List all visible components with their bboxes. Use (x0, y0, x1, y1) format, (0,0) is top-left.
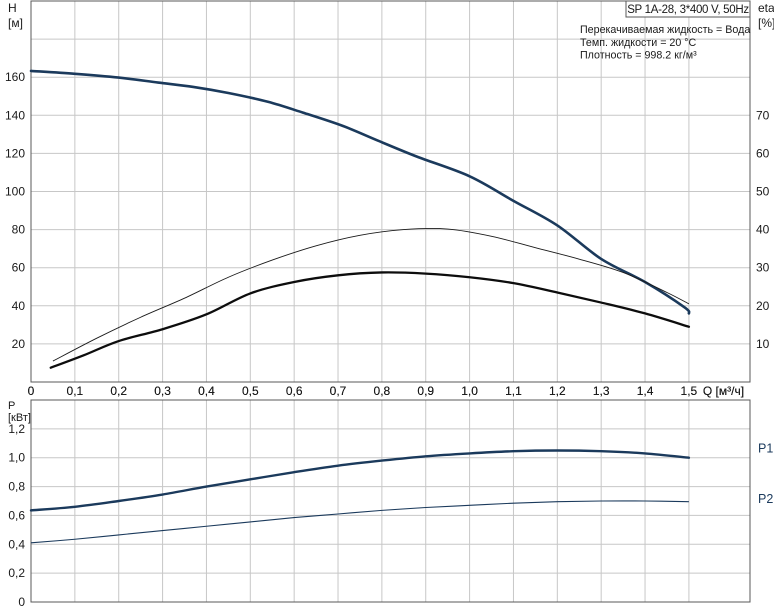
svg-text:H: H (8, 1, 17, 15)
svg-text:SP 1A-28, 3*400 V, 50Hz: SP 1A-28, 3*400 V, 50Hz (627, 4, 749, 16)
svg-text:0,1: 0,1 (67, 384, 84, 398)
svg-text:0,4: 0,4 (8, 537, 25, 551)
svg-text:30: 30 (756, 261, 770, 275)
svg-text:Плотность = 998.2 кг/м³: Плотность = 998.2 кг/м³ (580, 50, 697, 62)
svg-text:0,7: 0,7 (330, 384, 347, 398)
svg-text:100: 100 (5, 185, 25, 199)
svg-text:60: 60 (12, 261, 26, 275)
svg-text:1,0: 1,0 (8, 451, 25, 465)
svg-text:P2: P2 (758, 492, 773, 506)
svg-text:80: 80 (12, 223, 26, 237)
svg-text:70: 70 (756, 108, 770, 122)
svg-text:Q [м³/ч]: Q [м³/ч] (703, 384, 744, 398)
svg-text:Темп. жидкости = 20 °C: Темп. жидкости = 20 °C (580, 37, 697, 49)
svg-text:40: 40 (756, 223, 770, 237)
svg-text:0: 0 (28, 384, 35, 398)
svg-text:0,6: 0,6 (286, 384, 303, 398)
svg-text:0,6: 0,6 (8, 508, 25, 522)
svg-text:0,9: 0,9 (417, 384, 434, 398)
svg-text:0,2: 0,2 (110, 384, 127, 398)
svg-text:50: 50 (756, 185, 770, 199)
svg-text:120: 120 (5, 146, 25, 160)
svg-text:0,8: 0,8 (8, 480, 25, 494)
svg-text:[кВт]: [кВт] (8, 412, 31, 424)
svg-text:140: 140 (5, 108, 25, 122)
svg-text:1,3: 1,3 (593, 384, 610, 398)
svg-text:60: 60 (756, 146, 770, 160)
svg-text:0,2: 0,2 (8, 566, 25, 580)
svg-text:1,5: 1,5 (681, 384, 698, 398)
svg-text:0,4: 0,4 (198, 384, 215, 398)
svg-text:20: 20 (756, 299, 770, 313)
svg-text:20: 20 (12, 337, 26, 351)
svg-text:10: 10 (756, 337, 770, 351)
svg-text:eta: eta (758, 1, 774, 15)
svg-text:1,2: 1,2 (549, 384, 566, 398)
svg-text:0,8: 0,8 (374, 384, 391, 398)
svg-text:160: 160 (5, 70, 25, 84)
svg-text:[м]: [м] (8, 16, 23, 30)
svg-text:1,4: 1,4 (637, 384, 654, 398)
svg-text:0: 0 (18, 595, 25, 609)
svg-text:P1: P1 (758, 441, 773, 455)
svg-text:1,0: 1,0 (461, 384, 478, 398)
svg-text:P: P (8, 400, 15, 412)
svg-text:0,3: 0,3 (154, 384, 171, 398)
svg-text:Перекачиваемая жидкость = Вода: Перекачиваемая жидкость = Вода (580, 24, 750, 36)
svg-text:1,1: 1,1 (505, 384, 522, 398)
svg-text:0,5: 0,5 (242, 384, 259, 398)
svg-text:40: 40 (12, 299, 26, 313)
svg-text:[%]: [%] (758, 16, 774, 30)
